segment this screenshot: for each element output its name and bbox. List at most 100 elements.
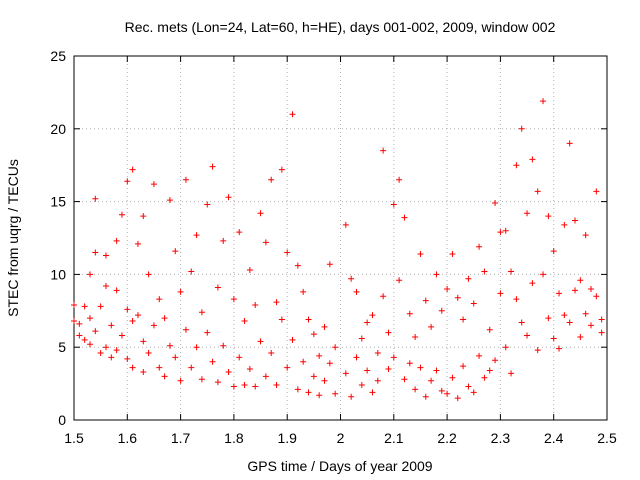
data-point bbox=[369, 312, 376, 319]
data-point bbox=[353, 354, 360, 361]
data-point bbox=[166, 342, 173, 349]
data-point bbox=[390, 354, 397, 361]
data-point bbox=[385, 366, 392, 373]
x-axis: 1.5 1.6 1.7 1.8 1.9 2 2.1 2.2 2.3 2.4 2.5 bbox=[64, 56, 617, 446]
data-point bbox=[289, 111, 296, 118]
data-point bbox=[444, 390, 451, 397]
data-point bbox=[230, 383, 237, 390]
data-point bbox=[113, 237, 120, 244]
data-point bbox=[273, 382, 280, 389]
data-point bbox=[230, 296, 237, 303]
data-point bbox=[92, 195, 99, 202]
data-point bbox=[198, 376, 205, 383]
data-point bbox=[97, 350, 104, 357]
data-point bbox=[321, 323, 328, 330]
data-point bbox=[92, 328, 99, 335]
data-point bbox=[214, 379, 221, 386]
data-point bbox=[284, 364, 291, 371]
data-point bbox=[129, 166, 136, 173]
data-point bbox=[332, 344, 339, 351]
data-point bbox=[241, 382, 248, 389]
data-point bbox=[316, 352, 323, 359]
x-tick-label: 2.2 bbox=[437, 430, 457, 446]
data-point bbox=[470, 389, 477, 396]
data-point bbox=[294, 386, 301, 393]
data-point bbox=[438, 387, 445, 394]
x-tick-label: 1.8 bbox=[224, 430, 244, 446]
x-tick-label: 1.7 bbox=[171, 430, 191, 446]
data-point bbox=[428, 377, 435, 384]
y-tick-label: 20 bbox=[50, 121, 66, 137]
data-point bbox=[97, 303, 104, 310]
data-point bbox=[140, 213, 147, 220]
data-point bbox=[380, 293, 387, 300]
data-point bbox=[438, 307, 445, 314]
data-point bbox=[598, 329, 605, 336]
data-point bbox=[497, 290, 504, 297]
data-point bbox=[454, 395, 461, 402]
chart-title: Rec. mets (Lon=24, Lat=60, h=HE), days 0… bbox=[125, 19, 556, 35]
data-point bbox=[374, 377, 381, 384]
data-point bbox=[566, 140, 573, 147]
data-point bbox=[92, 249, 99, 256]
data-point bbox=[561, 221, 568, 228]
data-point bbox=[129, 317, 136, 324]
data-point bbox=[76, 320, 83, 327]
x-tick-label: 2.4 bbox=[544, 430, 564, 446]
data-point bbox=[588, 285, 595, 292]
y-tick-label: 15 bbox=[50, 194, 66, 210]
data-point bbox=[113, 287, 120, 294]
data-point bbox=[182, 326, 189, 333]
data-point bbox=[401, 214, 408, 221]
data-point bbox=[342, 221, 349, 228]
data-point bbox=[428, 323, 435, 330]
data-point bbox=[161, 373, 168, 380]
data-point bbox=[412, 334, 419, 341]
data-point bbox=[529, 156, 536, 163]
data-point bbox=[198, 309, 205, 316]
data-point bbox=[342, 370, 349, 377]
data-point bbox=[326, 360, 333, 367]
data-point bbox=[566, 319, 573, 326]
data-point bbox=[113, 347, 120, 354]
data-point bbox=[385, 329, 392, 336]
data-point bbox=[108, 322, 115, 329]
data-point bbox=[550, 335, 557, 342]
data-point bbox=[545, 213, 552, 220]
data-point bbox=[225, 368, 232, 375]
data-point bbox=[310, 331, 317, 338]
data-point bbox=[508, 268, 515, 275]
data-point bbox=[140, 338, 147, 345]
data-point bbox=[241, 317, 248, 324]
data-point bbox=[460, 316, 467, 323]
data-point bbox=[486, 367, 493, 374]
data-point bbox=[556, 345, 563, 352]
data-point bbox=[358, 335, 365, 342]
data-point bbox=[278, 166, 285, 173]
data-point bbox=[582, 310, 589, 317]
data-point bbox=[465, 275, 472, 282]
data-point bbox=[118, 211, 125, 218]
data-point bbox=[124, 355, 131, 362]
data-point bbox=[417, 251, 424, 258]
data-point bbox=[300, 358, 307, 365]
data-point bbox=[278, 316, 285, 323]
data-point bbox=[534, 188, 541, 195]
data-point bbox=[588, 322, 595, 329]
y-axis-label: STEC from uqrg / TECUs bbox=[5, 159, 21, 317]
data-point bbox=[156, 296, 163, 303]
data-point bbox=[86, 315, 93, 322]
data-point bbox=[81, 303, 88, 310]
x-axis-label: GPS time / Days of year 2009 bbox=[247, 458, 432, 474]
data-point bbox=[268, 176, 275, 183]
y-tick-label: 25 bbox=[50, 48, 66, 64]
data-point bbox=[540, 98, 547, 105]
data-point bbox=[422, 393, 429, 400]
data-point bbox=[401, 376, 408, 383]
data-point bbox=[406, 360, 413, 367]
x-tick-label: 1.6 bbox=[118, 430, 138, 446]
data-point bbox=[177, 288, 184, 295]
data-point bbox=[374, 350, 381, 357]
data-point bbox=[396, 277, 403, 284]
